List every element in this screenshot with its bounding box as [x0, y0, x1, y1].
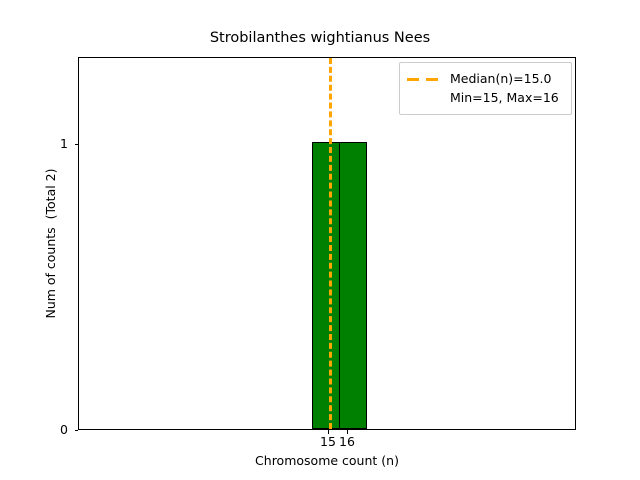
x-tick-label-16: 16	[339, 434, 355, 449]
y-axis-label: Num of counts (Total 2)	[43, 168, 58, 319]
y-tick-mark-0	[74, 430, 78, 431]
y-axis-label-wrapper: Num of counts (Total 2)	[36, 57, 66, 430]
dashed-line-icon	[407, 73, 441, 85]
x-tick-label-15: 15	[320, 434, 336, 449]
legend-label-range: Min=15, Max=16	[450, 90, 559, 105]
bar-16	[339, 142, 367, 429]
y-tick-mark-1	[74, 144, 78, 145]
x-tick-mark-15	[328, 430, 329, 434]
legend-item-range: Min=15, Max=16	[407, 88, 564, 107]
x-tick-mark-16	[347, 430, 348, 434]
x-axis-label: Chromosome count (n)	[255, 453, 399, 468]
page-title: Strobilanthes wightianus Nees	[209, 30, 431, 46]
plot-clip	[79, 58, 575, 429]
median-line	[329, 58, 332, 429]
legend: Median(n)=15.0 Min=15, Max=16	[399, 62, 572, 115]
bar-15	[312, 142, 340, 429]
legend-label-median: Median(n)=15.0	[450, 71, 552, 86]
y-tick-label-1: 1	[60, 136, 68, 151]
legend-item-median: Median(n)=15.0	[407, 69, 564, 88]
plot-area	[78, 57, 576, 430]
y-tick-label-0: 0	[60, 422, 68, 437]
